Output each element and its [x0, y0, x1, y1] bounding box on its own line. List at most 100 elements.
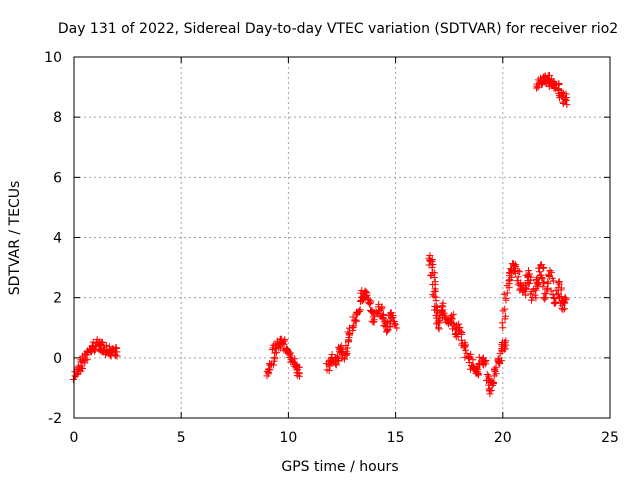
- data-point: [542, 79, 550, 87]
- data-point: [272, 349, 280, 357]
- x-tick-label: 20: [494, 430, 512, 446]
- data-point: [332, 361, 340, 369]
- data-point: [435, 325, 443, 333]
- data-point: [265, 366, 273, 374]
- data-point: [534, 83, 542, 91]
- y-tick-label: 6: [53, 170, 62, 186]
- data-point: [539, 283, 547, 291]
- data-point: [498, 319, 506, 327]
- y-axis-label: SDTVAR / TECUs: [7, 181, 23, 296]
- data-point: [562, 97, 570, 105]
- data-point: [295, 369, 303, 377]
- data-point: [527, 296, 535, 304]
- data-point: [369, 318, 377, 326]
- y-tick-label: 4: [53, 231, 62, 247]
- data-point: [349, 323, 357, 331]
- data-point: [462, 346, 470, 354]
- data-point: [367, 308, 375, 316]
- data-point: [268, 346, 276, 354]
- data-point: [449, 310, 457, 318]
- data-point: [73, 369, 81, 377]
- data-point: [514, 267, 522, 275]
- data-point: [429, 260, 437, 268]
- data-point: [113, 348, 121, 356]
- data-point: [448, 315, 456, 323]
- data-point: [356, 306, 364, 314]
- data-point: [501, 305, 509, 313]
- y-tick-label: 0: [53, 351, 62, 367]
- data-point: [378, 303, 386, 311]
- data-point: [393, 324, 401, 332]
- data-point: [469, 356, 477, 364]
- data-point: [362, 288, 370, 296]
- data-point: [483, 371, 491, 379]
- data-point: [292, 364, 300, 372]
- data-point: [552, 298, 560, 306]
- data-point: [544, 280, 552, 288]
- y-tick-label: -2: [48, 411, 62, 427]
- data-point: [540, 263, 548, 271]
- data-point: [544, 284, 552, 292]
- data-point: [538, 275, 546, 283]
- data-point: [379, 314, 387, 322]
- data-point: [540, 279, 548, 287]
- data-point: [333, 352, 341, 360]
- data-point: [539, 264, 547, 272]
- y-tick-label: 8: [53, 110, 62, 126]
- data-point: [366, 299, 374, 307]
- data-point: [336, 344, 344, 352]
- data-point: [434, 319, 442, 327]
- data-point: [325, 367, 333, 375]
- y-tick-label: 2: [53, 291, 62, 307]
- x-tick-label: 10: [279, 430, 297, 446]
- data-point: [428, 264, 436, 272]
- data-point: [448, 325, 456, 333]
- data-point: [503, 289, 511, 297]
- data-point: [508, 266, 516, 274]
- data-point: [439, 306, 447, 314]
- data-point: [286, 349, 294, 357]
- data-point: [500, 290, 508, 298]
- data-point: [480, 358, 488, 366]
- data-point: [342, 342, 350, 350]
- data-point: [550, 295, 558, 303]
- data-point: [499, 324, 507, 332]
- data-point: [501, 339, 509, 347]
- data-point: [516, 268, 524, 276]
- data-point: [103, 341, 111, 349]
- data-point: [550, 277, 558, 285]
- data-point: [448, 319, 456, 327]
- data-point: [485, 386, 493, 394]
- data-point: [440, 309, 448, 317]
- data-point: [269, 361, 277, 369]
- data-point: [492, 363, 500, 371]
- data-point: [547, 287, 555, 295]
- data-point: [291, 355, 299, 363]
- data-point: [505, 280, 513, 288]
- data-point: [451, 331, 459, 339]
- data-point: [546, 267, 554, 275]
- data-point: [491, 365, 499, 373]
- x-tick-label: 15: [387, 430, 405, 446]
- data-point: [555, 280, 563, 288]
- data-point: [486, 390, 494, 398]
- data-point: [538, 274, 546, 282]
- data-point: [428, 271, 436, 279]
- data-point: [367, 298, 375, 306]
- data-point: [294, 366, 302, 374]
- data-point: [345, 331, 353, 339]
- data-point: [482, 360, 490, 368]
- y-tick-label: 10: [44, 50, 62, 66]
- data-point: [526, 270, 534, 278]
- data-point: [490, 378, 498, 386]
- data-point: [432, 293, 440, 301]
- data-point: [525, 280, 533, 288]
- data-point: [482, 376, 490, 384]
- data-point: [349, 326, 357, 334]
- data-point: [541, 295, 549, 303]
- data-point: [501, 312, 509, 320]
- data-point: [358, 286, 366, 294]
- data-point: [532, 294, 540, 302]
- data-point: [499, 307, 507, 315]
- data-point: [532, 286, 540, 294]
